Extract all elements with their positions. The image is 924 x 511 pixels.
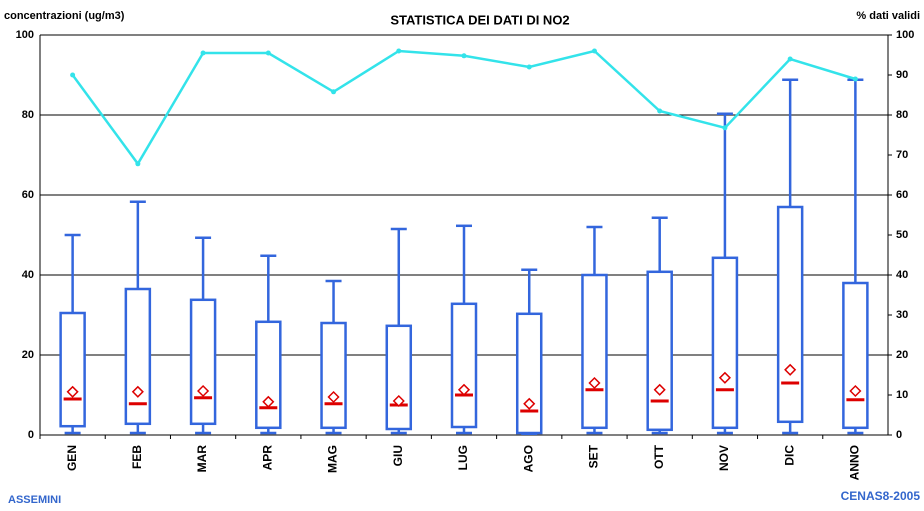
- y-tick-label: 60: [22, 189, 34, 201]
- line-point: [265, 50, 271, 56]
- mean-marker: [327, 390, 340, 404]
- mean-marker: [392, 394, 405, 408]
- line-point: [461, 53, 467, 59]
- box: [255, 320, 282, 430]
- box: [385, 324, 413, 431]
- y-tick-label: 40: [22, 269, 34, 281]
- mean-marker: [262, 395, 275, 408]
- box: [711, 256, 739, 430]
- x-tick-label: GIU: [391, 445, 405, 466]
- annotation: CENAS8-2005: [841, 489, 921, 503]
- mean-marker: [588, 376, 601, 390]
- line-point: [70, 72, 76, 78]
- box: [515, 312, 543, 435]
- line-point: [722, 125, 728, 131]
- x-tick-label: ANNO: [848, 445, 862, 480]
- y2-tick-label: 100: [896, 29, 914, 41]
- line-point: [526, 64, 532, 70]
- line-series: [71, 49, 856, 167]
- y2-tick-label: 60: [896, 189, 908, 201]
- mean-marker: [131, 385, 144, 398]
- y2-tick-label: 10: [896, 389, 908, 401]
- x-tick-label: OTT: [652, 444, 666, 469]
- box: [581, 273, 608, 430]
- mean-marker: [457, 383, 471, 396]
- y2-tick-label: 90: [896, 69, 908, 81]
- mean-marker: [718, 371, 731, 384]
- y-axis-title: concentrazioni (ug/m3): [4, 10, 125, 22]
- annotation: ASSEMINI: [8, 494, 61, 506]
- x-tick-label: SET: [587, 444, 601, 468]
- x-tick-label: MAG: [326, 445, 340, 473]
- y2-tick-label: 40: [896, 269, 908, 281]
- box: [646, 270, 673, 432]
- box: [450, 302, 478, 429]
- line-point: [787, 56, 793, 62]
- mean-marker: [66, 385, 79, 398]
- y2-tick-label: 70: [896, 149, 908, 161]
- y2-tick-label: 30: [896, 309, 908, 321]
- box: [776, 205, 804, 424]
- x-tick-label: MAR: [195, 445, 209, 473]
- x-tick-label: GEN: [65, 445, 79, 471]
- box: [59, 311, 86, 428]
- line-point: [852, 76, 858, 82]
- box: [320, 321, 347, 430]
- x-tick-label: AGO: [521, 445, 535, 472]
- mean-marker: [849, 384, 862, 398]
- y-tick-label: 0: [28, 429, 34, 441]
- mean-marker: [784, 363, 797, 376]
- mean-marker: [653, 383, 666, 396]
- x-tick-label: APR: [260, 445, 274, 471]
- x-tick-label: NOV: [717, 445, 731, 471]
- y-tick-label: 80: [22, 109, 34, 121]
- y-tick-label: 100: [16, 29, 34, 41]
- box: [124, 287, 152, 426]
- box: [189, 298, 217, 426]
- y2-tick-label: 20: [896, 349, 908, 361]
- box: [842, 281, 869, 430]
- x-tick-label: FEB: [130, 445, 144, 469]
- x-tick-label: LUG: [456, 445, 470, 470]
- line-point: [135, 161, 141, 167]
- line-point: [591, 48, 597, 54]
- mean-marker: [523, 397, 536, 410]
- chart-title: STATISTICA DEI DATI DI NO2: [390, 12, 569, 27]
- y2-tick-label: 80: [896, 109, 908, 121]
- line-point: [657, 108, 663, 114]
- line-point: [331, 89, 337, 95]
- y2-tick-label: 0: [896, 429, 902, 441]
- mean-marker: [197, 384, 210, 398]
- y2-axis-title: % dati validi: [856, 10, 920, 22]
- x-tick-label: DIC: [782, 445, 796, 466]
- y2-tick-label: 50: [896, 229, 908, 241]
- line-point: [200, 50, 206, 56]
- y-tick-label: 20: [22, 349, 34, 361]
- line-point: [396, 48, 402, 54]
